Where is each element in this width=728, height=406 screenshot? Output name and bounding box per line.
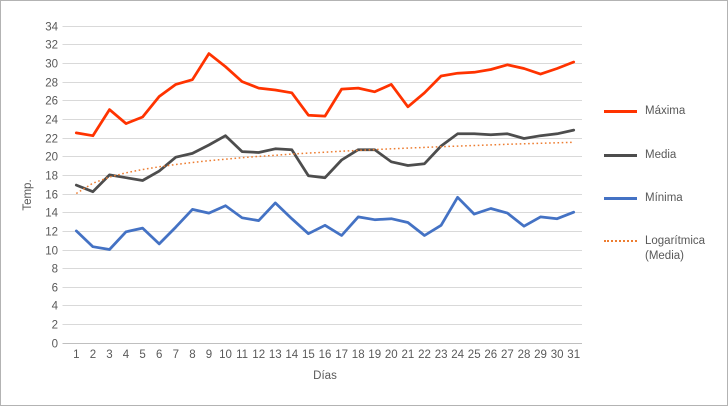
legend-label-minima: Mínima [645,192,683,204]
x-tick-label: 28 [518,349,531,361]
x-tick-label: 7 [173,349,179,361]
x-tick-label: 3 [106,349,112,361]
x-tick-label: 22 [418,349,431,361]
y-tick-label: 24 [45,115,58,127]
x-tick-label: 29 [534,349,547,361]
x-tick-label: 1 [73,349,79,361]
series-line-logaritmica-media [75,141,574,195]
legend-label-media: Media [645,149,677,161]
x-tick-label: 20 [385,349,398,361]
y-axis-title: Temp. [22,179,34,211]
x-tick-label: 17 [335,349,348,361]
legend-swatch-maxima [604,110,637,113]
x-tick-label: 8 [189,349,195,361]
y-tick-label: 10 [45,246,58,258]
legend-label-logaritmica: Logarítmica (Media) [645,235,706,262]
legend-item-media: Media [604,148,726,163]
legend-label-maxima: Máxima [645,105,686,117]
x-tick-label: 26 [484,349,497,361]
x-tick-label: 19 [368,349,381,361]
x-tick-label: 16 [319,349,332,361]
x-tick-label: 25 [468,349,481,361]
x-tick-label: 27 [501,349,514,361]
y-tick-label: 0 [52,339,58,351]
legend-swatch-minima [604,197,637,200]
series-line-maxima [74,52,576,138]
x-tick-label: 6 [156,349,162,361]
x-tick-label: 14 [285,349,298,361]
y-tick-label: 22 [45,134,58,146]
x-tick-label: 31 [567,349,580,361]
x-tick-label: 12 [252,349,265,361]
legend-item-minima: Mínima [604,191,726,206]
series-line-minima [74,195,576,251]
y-tick-label: 4 [52,301,59,313]
y-tick-label: 6 [52,283,58,295]
x-tick-label: 30 [551,349,564,361]
y-tick-label: 8 [52,264,58,276]
legend-swatch-media [604,154,637,157]
x-tick-label: 5 [139,349,145,361]
legend-item-maxima: Máxima [604,104,726,119]
legend-swatch-logaritmica [604,240,637,242]
y-tick-label: 20 [45,152,58,164]
y-tick-label: 14 [45,208,58,220]
y-tick-label: 30 [45,59,58,71]
x-tick-label: 23 [435,349,448,361]
y-tick-label: 18 [45,171,58,183]
x-tick-label: 13 [269,349,282,361]
y-tick-label: 26 [45,96,58,108]
x-tick-label: 24 [451,349,464,361]
x-tick-label: 11 [236,349,248,361]
legend-item-logaritmica: Logarítmica (Media) [604,234,726,264]
y-tick-label: 16 [45,190,58,202]
x-tick-label: 9 [206,349,212,361]
y-tick-label: 32 [45,40,58,52]
x-tick-label: 18 [352,349,365,361]
x-tick-label: 4 [123,349,130,361]
y-tick-label: 28 [45,78,58,90]
x-axis-title: Días [313,370,337,382]
y-tick-label: 2 [52,320,58,332]
x-tick-label: 21 [402,349,415,361]
x-tick-label: 15 [302,349,315,361]
series-line-media [74,128,576,194]
y-tick-label: 12 [45,227,58,239]
x-tick-label: 10 [219,349,232,361]
x-tick-label: 2 [90,349,96,361]
y-tick-label: 34 [45,22,58,34]
